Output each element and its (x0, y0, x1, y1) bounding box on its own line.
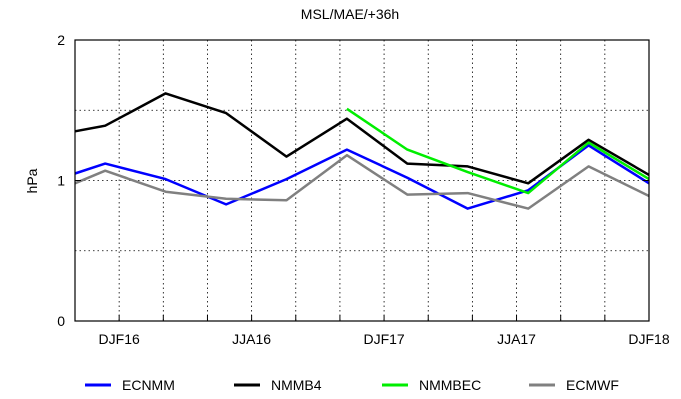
legend-label-ecnmm: ECNMM (122, 377, 175, 393)
legend-label-nmmb4: NMMB4 (271, 377, 322, 393)
axis-ticks: DJF16 JJA16 DJF17 JJA17 DJF18 0 1 2 (57, 32, 670, 347)
series-line-nmmbec (346, 107, 650, 195)
series-line-ecmwf (74, 153, 650, 210)
legend-label-ecmwf: ECMWF (566, 377, 619, 393)
y-tick-label: 1 (57, 173, 65, 189)
y-axis-label: hPa (24, 168, 40, 193)
x-tick-label: DJF17 (363, 331, 404, 347)
chart-title: MSL/MAE/+36h (301, 6, 399, 22)
y-tick-label: 2 (57, 32, 65, 48)
series-line-ecnmm (74, 144, 650, 210)
series-line-nmmb4 (74, 92, 650, 185)
x-tick-label: JJA17 (497, 331, 536, 347)
legend-label-nmmbec: NMMBEC (419, 377, 481, 393)
legend: ECNMM NMMB4 NMMBEC ECMWF (85, 377, 619, 393)
x-tick-label: JJA16 (232, 331, 271, 347)
x-tick-label: DJF16 (99, 331, 140, 347)
series-lines (74, 92, 650, 210)
x-tick-label: DJF18 (628, 331, 669, 347)
grid (75, 40, 649, 321)
y-tick-label: 0 (57, 313, 65, 329)
